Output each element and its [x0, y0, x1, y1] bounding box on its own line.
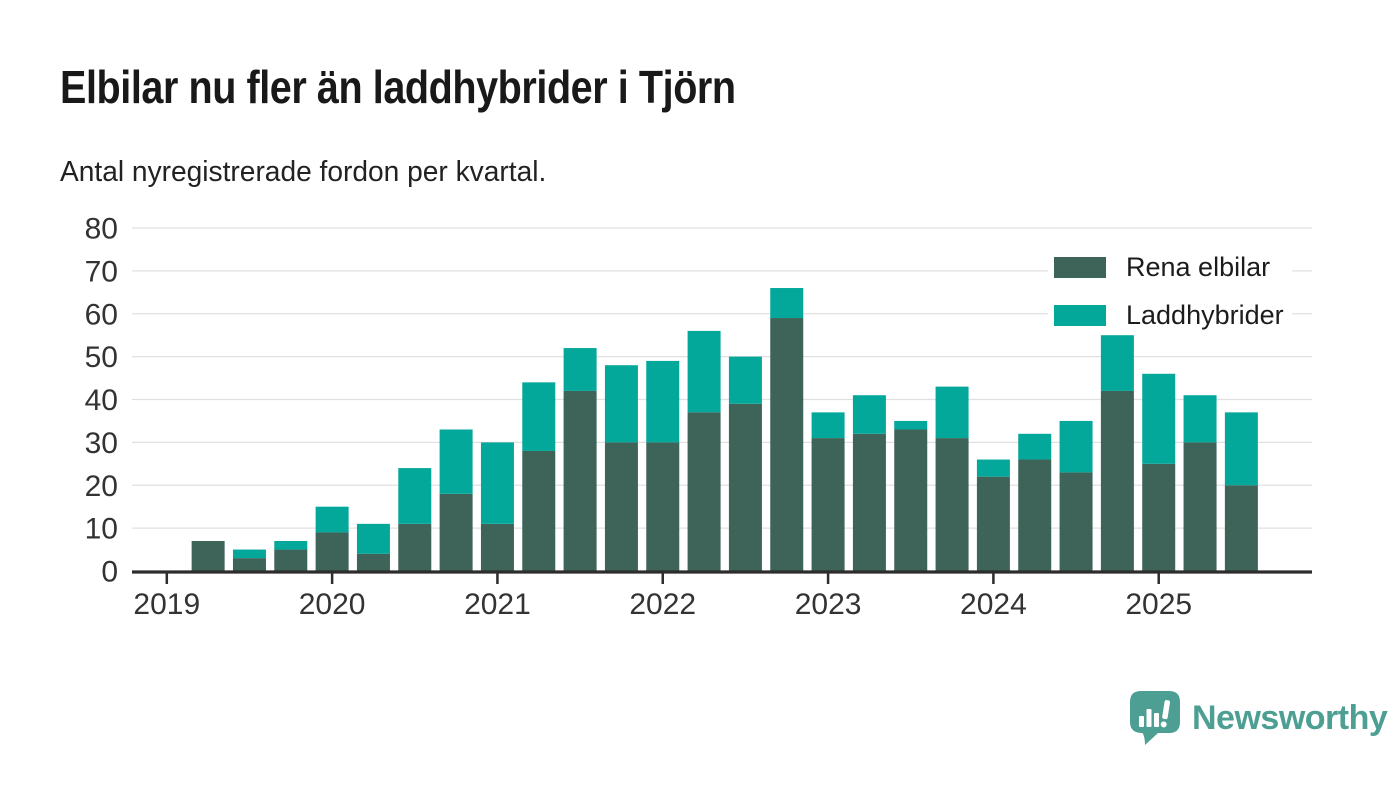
legend-swatch-rena-elbilar-icon: [1054, 257, 1106, 278]
svg-text:0: 0: [101, 556, 118, 589]
svg-text:60: 60: [85, 298, 118, 331]
newsworthy-logo: Newsworthy: [1129, 690, 1388, 746]
svg-text:2020: 2020: [299, 588, 366, 621]
legend-swatch-laddhybrider-icon: [1054, 305, 1106, 326]
svg-text:2022: 2022: [629, 588, 696, 621]
legend-label: Rena elbilar: [1126, 252, 1271, 282]
svg-text:2019: 2019: [133, 588, 200, 621]
svg-text:70: 70: [85, 255, 118, 288]
svg-text:2025: 2025: [1125, 588, 1192, 621]
newsworthy-logo-icon: [1130, 691, 1180, 745]
svg-text:40: 40: [85, 384, 118, 417]
svg-text:20: 20: [85, 470, 118, 503]
brand-name: Newsworthy: [1192, 698, 1388, 737]
svg-text:10: 10: [85, 513, 118, 546]
svg-text:50: 50: [85, 341, 118, 374]
chart-legend: Rena elbilar Laddhybrider: [1048, 250, 1292, 333]
legend-item-laddhybrider: Laddhybrider: [1048, 298, 1292, 333]
chart-subtitle: Antal nyregistrerade fordon per kvartal.: [60, 156, 547, 188]
svg-text:2024: 2024: [960, 588, 1027, 621]
legend-label: Laddhybrider: [1126, 300, 1284, 330]
svg-text:2021: 2021: [464, 588, 531, 621]
svg-text:80: 80: [85, 213, 118, 246]
svg-text:2023: 2023: [795, 588, 862, 621]
legend-item-rena-elbilar: Rena elbilar: [1048, 250, 1292, 285]
page-title: Elbilar nu fler än laddhybrider i Tjörn: [60, 61, 736, 113]
stacked-bar-chart: 0 10 20 30 40 50 60 70 80 2019 2020 2021 2022 2023 202…: [85, 213, 1312, 621]
svg-text:30: 30: [85, 427, 118, 460]
